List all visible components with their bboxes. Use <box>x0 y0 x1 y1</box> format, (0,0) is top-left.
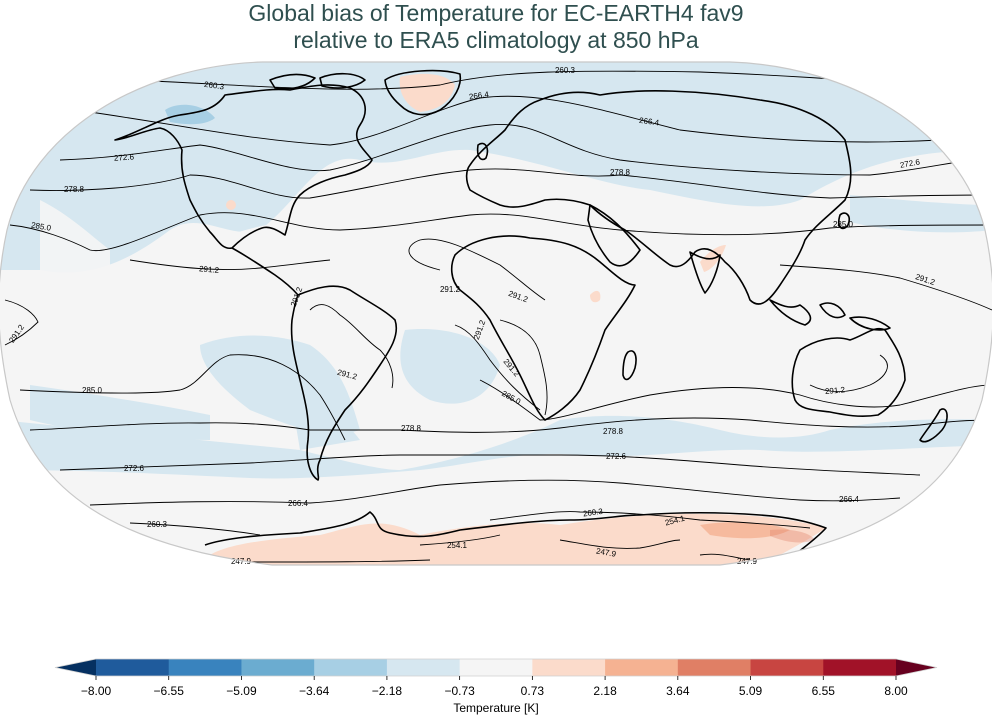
colorbar-segment <box>823 659 897 676</box>
contour-label: 260.3 <box>582 507 604 519</box>
colorbar-over-triangle <box>896 659 937 676</box>
colorbar-under-triangle <box>55 659 96 676</box>
colorbar-label: Temperature [K] <box>453 701 539 715</box>
colorbar-segment <box>168 659 242 676</box>
contour-label: 291.2 <box>440 285 461 294</box>
colorbar-segment <box>96 659 170 676</box>
contour-label: 285.0 <box>833 220 854 229</box>
contour-label: 291.2 <box>199 264 220 275</box>
title-line-1: Global bias of Temperature for EC-EARTH4… <box>248 0 744 26</box>
contour-lines <box>4 70 992 563</box>
chart-title: Global bias of Temperature for EC-EARTH4… <box>0 0 992 54</box>
colorbar-segment <box>386 659 461 676</box>
map-boundary <box>0 61 992 566</box>
colorbar-tick-label: 2.18 <box>593 684 617 698</box>
contour-label: 266.4 <box>839 495 860 504</box>
colorbar-segment <box>677 659 752 676</box>
colorbar-tick-label: 0.73 <box>520 684 545 698</box>
colorbar-segment <box>532 659 606 676</box>
contour-label: 254.1 <box>447 541 468 550</box>
contour-label: 260.3 <box>204 80 226 92</box>
colorbar <box>54 658 938 680</box>
colorbar-tick-label: −8.00 <box>80 684 112 698</box>
contour-label: 291.2 <box>825 385 846 396</box>
coastlines <box>114 69 948 556</box>
colorbar-tick-label: −3.64 <box>298 684 330 698</box>
contour-label: 272.6 <box>114 152 135 162</box>
contour-label: 266.4 <box>639 116 661 128</box>
colorbar-tick-label: −5.09 <box>226 684 257 698</box>
contour-label: 260.3 <box>555 66 576 75</box>
colorbar-tick-label: 5.09 <box>738 684 763 698</box>
contour-label: 272.6 <box>124 464 145 473</box>
contour-label: 247.9 <box>231 557 252 566</box>
colorbar-segment <box>241 659 315 676</box>
contour-label: 266.4 <box>288 499 309 508</box>
contour-label: 260.3 <box>147 520 168 529</box>
title-line-2: relative to ERA5 climatology at 850 hPa <box>293 27 699 53</box>
contour-label: 278.8 <box>401 424 422 433</box>
colorbar-tick-label: 6.55 <box>811 684 835 698</box>
colorbar-segment <box>605 659 679 676</box>
colorbar-tick-label: 3.64 <box>666 684 690 698</box>
colorbar-tick-label: −2.18 <box>371 684 403 698</box>
contour-label: 278.8 <box>610 168 631 177</box>
contour-label: 272.6 <box>899 157 921 169</box>
colorbar-segment <box>459 659 533 676</box>
contour-label: 266.4 <box>468 90 490 102</box>
contour-label: 278.8 <box>64 185 85 194</box>
colorbar-tick-label: −0.73 <box>444 684 475 698</box>
contour-label: 278.8 <box>603 427 624 436</box>
colorbar-segment <box>750 659 824 676</box>
colorbar-tick-label: 8.00 <box>884 684 908 698</box>
contour-label: 285.0 <box>82 386 103 395</box>
contour-label: 272.6 <box>606 452 627 461</box>
colorbar-tick-label: −6.55 <box>153 684 184 698</box>
colorbar-segment <box>314 659 388 676</box>
contour-label: 285.0 <box>30 220 52 232</box>
contour-label: 247.9 <box>595 546 617 558</box>
